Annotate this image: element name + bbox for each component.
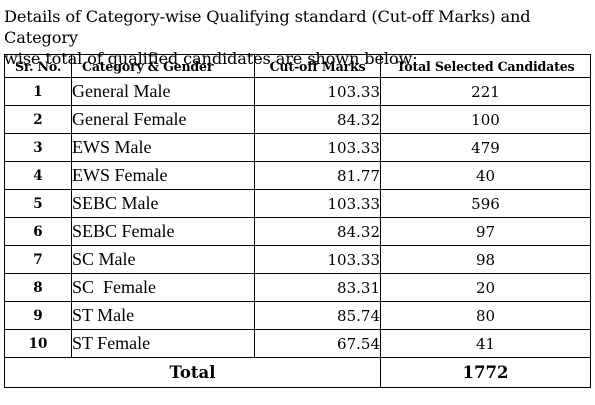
category-cell: General Male — [71, 77, 255, 106]
sr-no-cell: 10 — [4, 329, 72, 358]
sr-no-cell: 9 — [4, 301, 72, 330]
header-category-gender: Category & Gender — [71, 54, 255, 78]
header-cutoff-marks: Cut-off Marks — [254, 54, 381, 78]
cutoff-cell: 67.54 — [254, 329, 381, 358]
total-cell: 98 — [380, 245, 591, 274]
category-cell: ST Female — [71, 329, 255, 358]
total-label: Total — [4, 357, 381, 388]
table-row: 4 EWS Female 81.77 40 — [4, 161, 591, 190]
sr-no-cell: 8 — [4, 273, 72, 302]
category-cell: SEBC Male — [71, 189, 255, 218]
cutoff-results-table: Sr. No. Category & Gender Cut-off Marks … — [4, 54, 591, 388]
total-cell: 41 — [380, 329, 591, 358]
table-row: 3 EWS Male 103.33 479 — [4, 133, 591, 162]
cutoff-cell: 103.33 — [254, 77, 381, 106]
category-cell: SEBC Female — [71, 217, 255, 246]
category-cell: SC Female — [71, 273, 255, 302]
table-body: 1 General Male 103.33 221 2 General Fema… — [4, 77, 591, 388]
table-row: 1 General Male 103.33 221 — [4, 77, 591, 106]
cutoff-cell: 103.33 — [254, 133, 381, 162]
table-row: 5 SEBC Male 103.33 596 — [4, 189, 591, 218]
header-sr-no: Sr. No. — [4, 54, 72, 78]
table-row: 7 SC Male 103.33 98 — [4, 245, 591, 274]
total-cell: 20 — [380, 273, 591, 302]
category-cell: ST Male — [71, 301, 255, 330]
cutoff-cell: 84.32 — [254, 105, 381, 134]
table-row: 8 SC Female 83.31 20 — [4, 273, 591, 302]
category-cell: EWS Female — [71, 161, 255, 190]
total-cell: 100 — [380, 105, 591, 134]
total-cell: 80 — [380, 301, 591, 330]
sr-no-cell: 5 — [4, 189, 72, 218]
total-cell: 596 — [380, 189, 591, 218]
total-cell: 97 — [380, 217, 591, 246]
cutoff-cell: 103.33 — [254, 189, 381, 218]
sr-no-cell: 4 — [4, 161, 72, 190]
cutoff-cell: 81.77 — [254, 161, 381, 190]
sr-no-cell: 6 — [4, 217, 72, 246]
table-row: 9 ST Male 85.74 80 — [4, 301, 591, 330]
total-cell: 40 — [380, 161, 591, 190]
table-row: 10 ST Female 67.54 41 — [4, 329, 591, 358]
category-cell: General Female — [71, 105, 255, 134]
table-header: Sr. No. Category & Gender Cut-off Marks … — [4, 54, 591, 78]
sr-no-cell: 1 — [4, 77, 72, 106]
cutoff-cell: 85.74 — [254, 301, 381, 330]
total-cell: 479 — [380, 133, 591, 162]
total-cell: 221 — [380, 77, 591, 106]
cutoff-cell: 84.32 — [254, 217, 381, 246]
table-row: 6 SEBC Female 84.32 97 — [4, 217, 591, 246]
cutoff-cell: 83.31 — [254, 273, 381, 302]
total-row: Total 1772 — [4, 357, 591, 388]
header-total-selected: Total Selected Candidates — [380, 54, 591, 78]
sr-no-cell: 2 — [4, 105, 72, 134]
sr-no-cell: 3 — [4, 133, 72, 162]
category-cell: EWS Male — [71, 133, 255, 162]
header-row: Sr. No. Category & Gender Cut-off Marks … — [4, 54, 591, 78]
table-row: 2 General Female 84.32 100 — [4, 105, 591, 134]
intro-line-1: Details of Category-wise Qualifying stan… — [4, 7, 531, 47]
total-value: 1772 — [380, 357, 591, 388]
cutoff-cell: 103.33 — [254, 245, 381, 274]
category-cell: SC Male — [71, 245, 255, 274]
sr-no-cell: 7 — [4, 245, 72, 274]
